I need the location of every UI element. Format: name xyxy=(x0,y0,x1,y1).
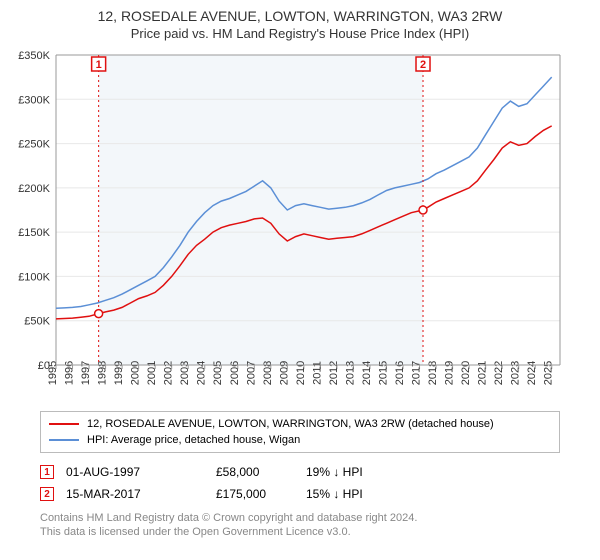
sale-date: 15-MAR-2017 xyxy=(66,487,216,501)
attribution-line2: This data is licensed under the Open Gov… xyxy=(40,525,600,539)
sale-price: £58,000 xyxy=(216,465,306,479)
x-tick-label: 1998 xyxy=(97,361,109,385)
x-tick-label: 2013 xyxy=(344,361,356,385)
title-sub: Price paid vs. HM Land Registry's House … xyxy=(0,26,600,41)
x-tick-label: 2015 xyxy=(377,361,389,385)
chart-area: £0£50K£100K£150K£200K£250K£300K£350K1995… xyxy=(8,45,568,405)
x-tick-label: 2022 xyxy=(493,361,505,385)
y-tick-label: £50K xyxy=(24,316,50,328)
y-tick-label: £300K xyxy=(18,94,50,106)
title-block: 12, ROSEDALE AVENUE, LOWTON, WARRINGTON,… xyxy=(0,0,600,45)
x-tick-label: 2009 xyxy=(278,361,290,385)
x-tick-label: 2005 xyxy=(212,361,224,385)
x-tick-label: 2018 xyxy=(427,361,439,385)
x-tick-label: 2024 xyxy=(526,361,538,385)
legend-row: 12, ROSEDALE AVENUE, LOWTON, WARRINGTON,… xyxy=(49,416,551,432)
sale-diff: 15% ↓ HPI xyxy=(306,487,426,501)
x-tick-label: 1996 xyxy=(64,361,76,385)
legend-row: HPI: Average price, detached house, Wiga… xyxy=(49,432,551,448)
y-tick-label: £100K xyxy=(18,271,50,283)
x-tick-label: 1999 xyxy=(113,361,125,385)
x-tick-label: 2019 xyxy=(444,361,456,385)
x-tick-label: 1995 xyxy=(47,361,59,385)
attribution-line1: Contains HM Land Registry data © Crown c… xyxy=(40,511,600,525)
x-tick-label: 2000 xyxy=(130,361,142,385)
sale-price: £175,000 xyxy=(216,487,306,501)
chart-svg: £0£50K£100K£150K£200K£250K£300K£350K1995… xyxy=(8,45,568,405)
sale-marker-2: 2 xyxy=(40,487,54,501)
legend-swatch xyxy=(49,423,79,425)
x-tick-label: 1997 xyxy=(80,361,92,385)
x-tick-label: 2003 xyxy=(179,361,191,385)
sale-row: 2 15-MAR-2017£175,00015% ↓ HPI xyxy=(40,483,600,505)
y-tick-label: £250K xyxy=(18,139,50,151)
x-tick-label: 2016 xyxy=(394,361,406,385)
y-tick-label: £350K xyxy=(18,50,50,62)
attribution: Contains HM Land Registry data © Crown c… xyxy=(40,511,600,540)
x-tick-label: 2025 xyxy=(543,361,555,385)
x-tick-label: 2006 xyxy=(229,361,241,385)
legend: 12, ROSEDALE AVENUE, LOWTON, WARRINGTON,… xyxy=(40,411,560,453)
x-tick-label: 2020 xyxy=(460,361,472,385)
shade-region xyxy=(99,55,423,365)
y-tick-label: £200K xyxy=(18,183,50,195)
marker-point-2 xyxy=(419,206,427,214)
x-tick-label: 2023 xyxy=(510,361,522,385)
marker-label-2: 2 xyxy=(420,59,426,71)
x-tick-label: 2004 xyxy=(196,361,208,385)
x-tick-label: 2001 xyxy=(146,361,158,385)
sale-diff: 19% ↓ HPI xyxy=(306,465,426,479)
x-tick-label: 2002 xyxy=(163,361,175,385)
legend-swatch xyxy=(49,439,79,441)
sale-table: 1 01-AUG-1997£58,00019% ↓ HPI 2 15-MAR-2017… xyxy=(40,461,600,505)
sale-date: 01-AUG-1997 xyxy=(66,465,216,479)
marker-label-1: 1 xyxy=(96,59,102,71)
x-tick-label: 2007 xyxy=(245,361,257,385)
legend-label: 12, ROSEDALE AVENUE, LOWTON, WARRINGTON,… xyxy=(87,418,494,430)
x-tick-label: 2021 xyxy=(477,361,489,385)
sale-row: 1 01-AUG-1997£58,00019% ↓ HPI xyxy=(40,461,600,483)
x-tick-label: 2008 xyxy=(262,361,274,385)
chart-container: 12, ROSEDALE AVENUE, LOWTON, WARRINGTON,… xyxy=(0,0,600,560)
marker-point-1 xyxy=(95,310,103,318)
x-tick-label: 2010 xyxy=(295,361,307,385)
title-main: 12, ROSEDALE AVENUE, LOWTON, WARRINGTON,… xyxy=(0,8,600,24)
x-tick-label: 2017 xyxy=(411,361,423,385)
x-tick-label: 2014 xyxy=(361,361,373,385)
y-tick-label: £150K xyxy=(18,227,50,239)
sale-marker-1: 1 xyxy=(40,465,54,479)
legend-label: HPI: Average price, detached house, Wiga… xyxy=(87,434,300,446)
x-tick-label: 2012 xyxy=(328,361,340,385)
